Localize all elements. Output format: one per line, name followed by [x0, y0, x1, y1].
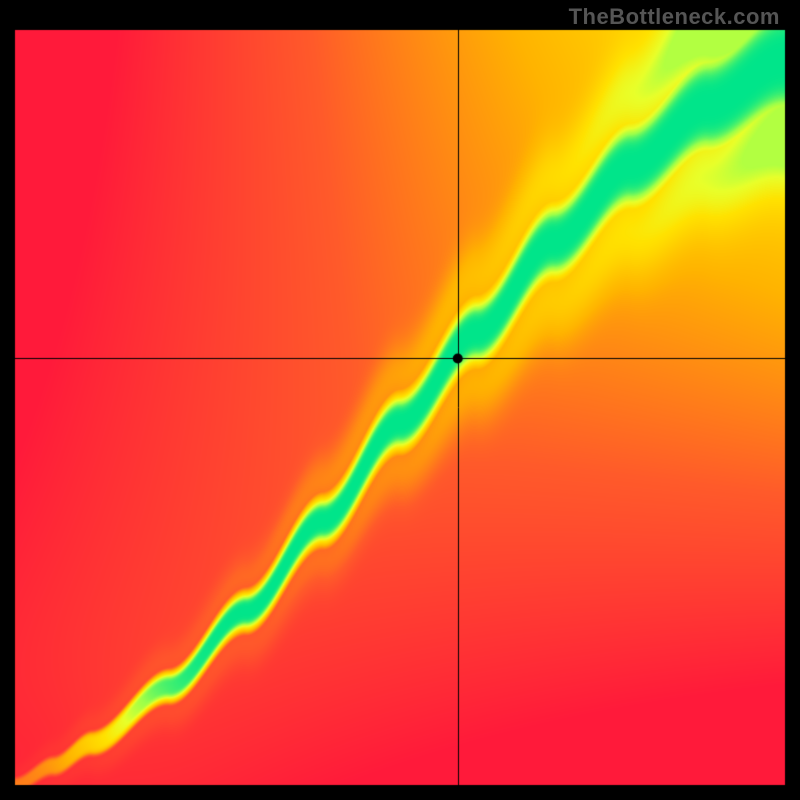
chart-container: TheBottleneck.com [0, 0, 800, 800]
watermark-text: TheBottleneck.com [569, 4, 780, 30]
bottleneck-heatmap [0, 0, 800, 800]
